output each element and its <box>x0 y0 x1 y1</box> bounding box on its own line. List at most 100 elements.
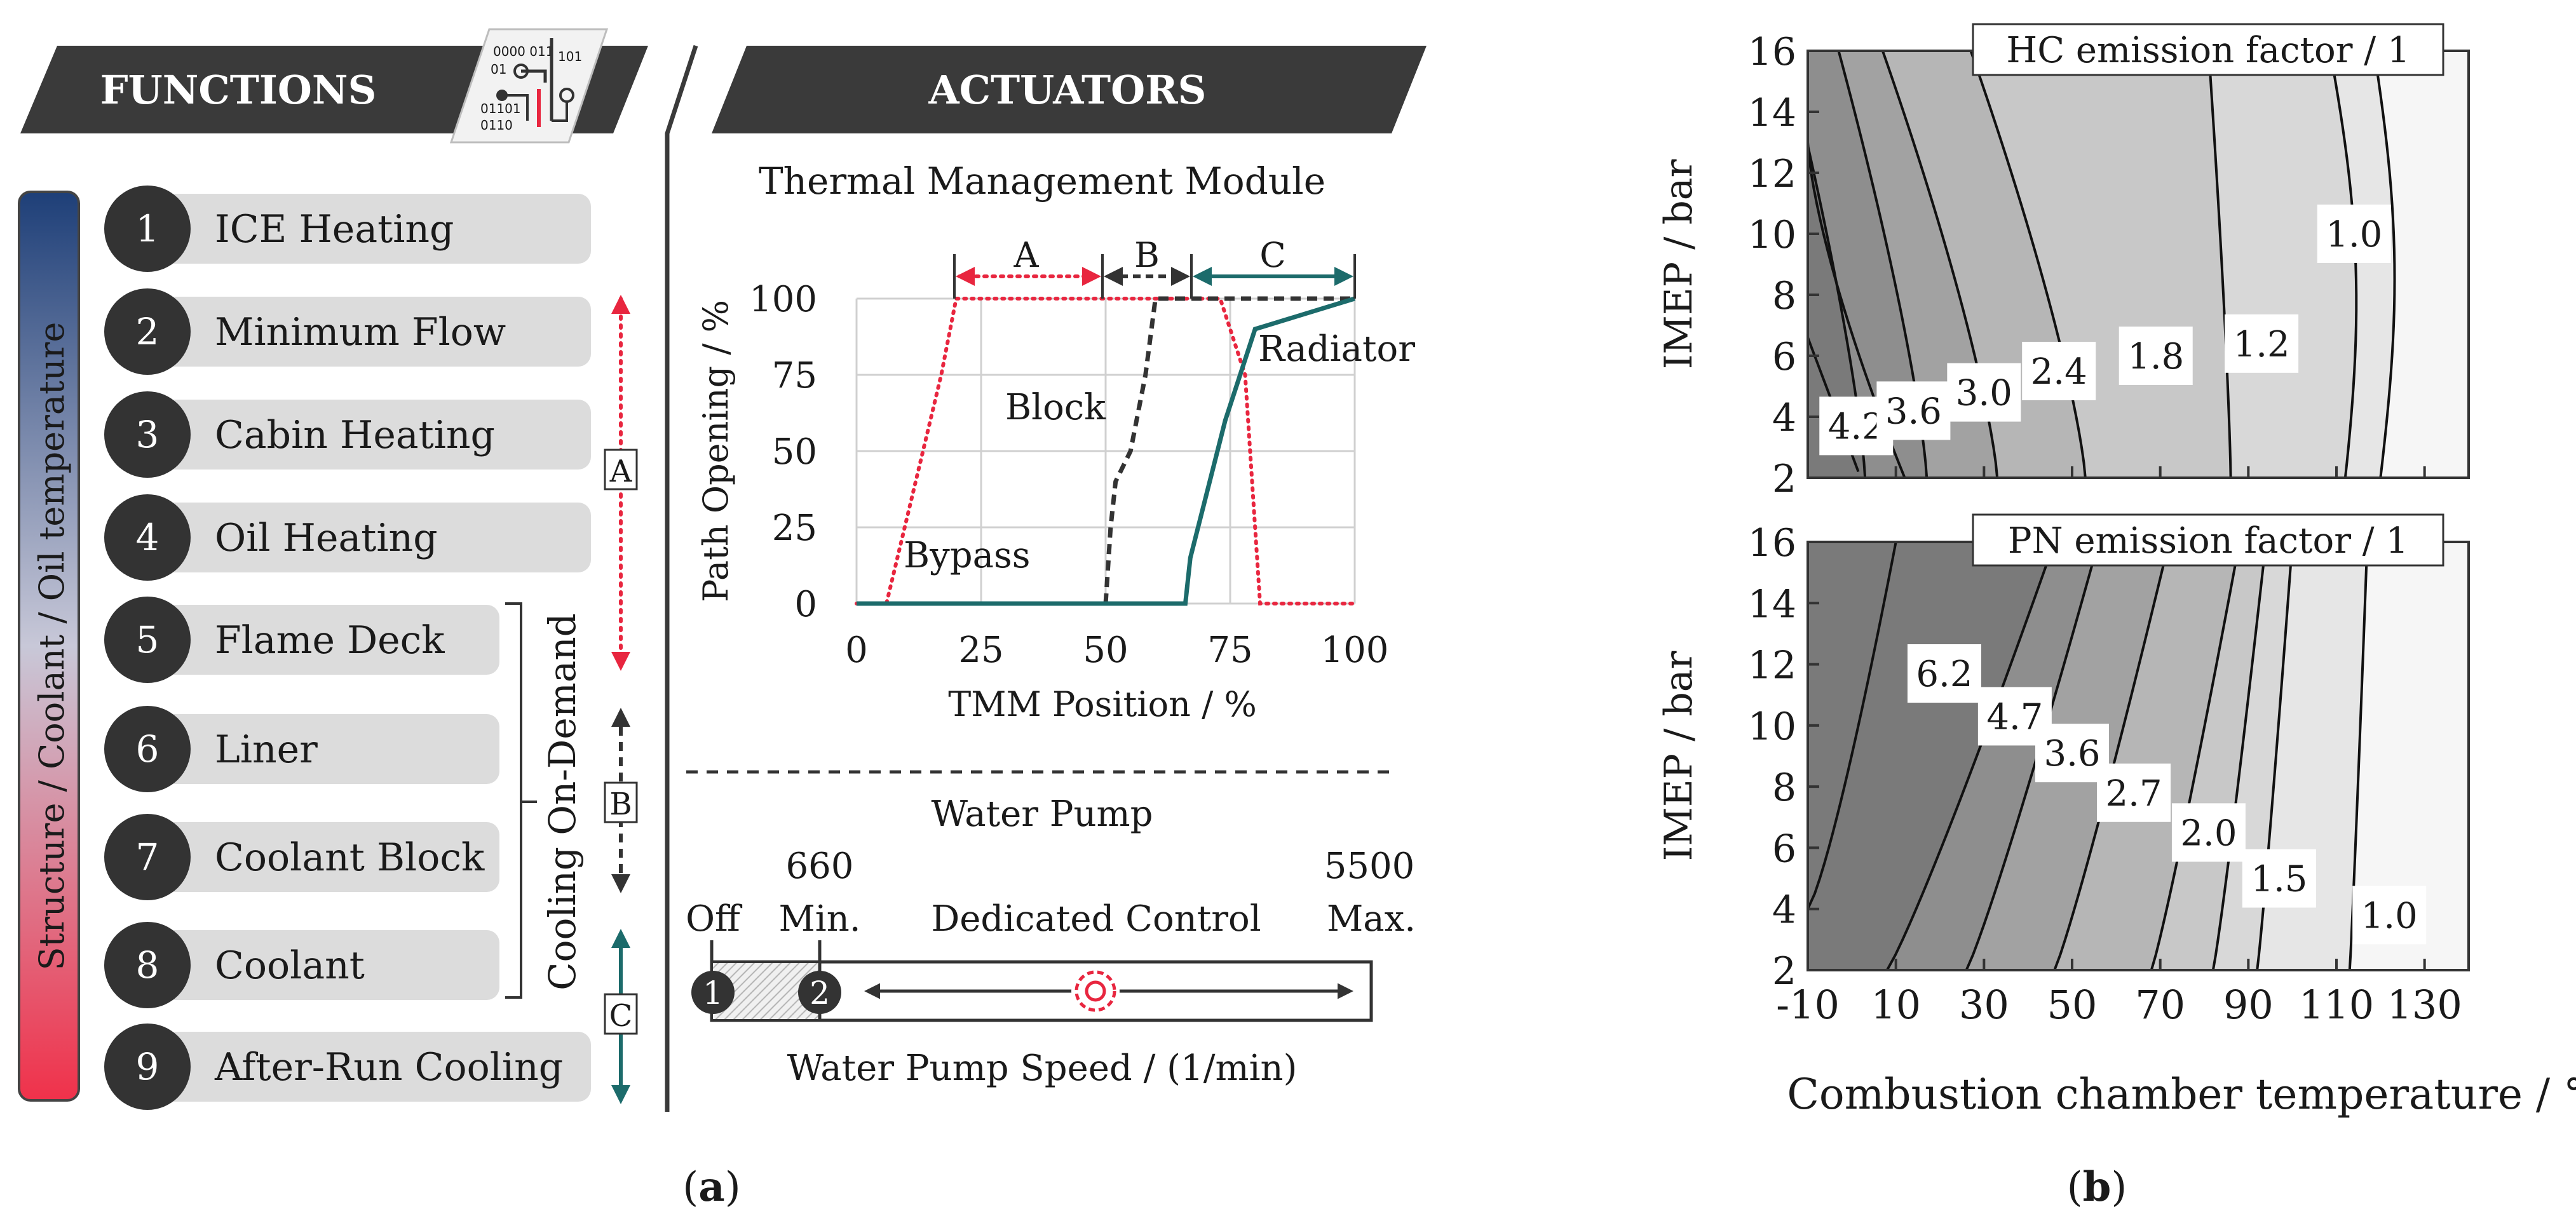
hc-contour-line <box>2207 51 2232 478</box>
hc-y-tick: 12 <box>1748 152 1796 196</box>
hc-y-tick: 6 <box>1772 335 1796 379</box>
hc-level-label-bg <box>2118 327 2193 385</box>
tmm-x-tick: 100 <box>1321 630 1389 671</box>
hc-contour-chart: 2 4 6 8 10 12 14 16 4.2 3.6 3.0 2.4 1.8 1.2 1.0 HC em… <box>1657 23 2470 501</box>
pn-level-label: 2.0 <box>2180 813 2237 854</box>
circuit-text-5: 0110 <box>480 118 513 133</box>
pump-min-label: Min. <box>778 898 860 940</box>
pn-y-axis-label: IMEP / bar <box>1657 651 1701 861</box>
function-item: 9 After-Run Cooling <box>104 1024 591 1110</box>
hc-level-label: 1.0 <box>2326 214 2382 255</box>
range-label-b: B <box>609 787 632 822</box>
function-number: 4 <box>136 516 159 559</box>
functions-header-label: FUNCTIONS <box>100 67 377 113</box>
pump-marker-1: 1 <box>703 975 723 1011</box>
tmm-x-tick: 0 <box>845 630 868 671</box>
x-tick-label: 30 <box>1959 982 2009 1028</box>
pn-level-label: 1.5 <box>2251 859 2307 900</box>
tmm-x-axis-label: TMM Position / % <box>948 684 1257 724</box>
function-number: 3 <box>136 413 159 456</box>
function-label: Coolant Block <box>215 835 485 880</box>
function-label: Liner <box>215 727 318 772</box>
tmm-range-label-c: C <box>1259 235 1285 275</box>
pn-contour-line <box>1808 542 1897 910</box>
shared-x-axis-label: Combustion chamber temperature / °C <box>1787 1070 2576 1119</box>
pump-max-label: Max. <box>1327 898 1416 940</box>
function-item: 6 Liner <box>104 706 499 792</box>
pn-level-label: 4.7 <box>1986 696 2043 738</box>
function-item: 2 Minimum Flow <box>104 288 591 375</box>
tmm-series-bypass <box>855 297 1357 605</box>
function-item: 8 Coolant <box>104 922 499 1008</box>
x-tick-label: 50 <box>2047 982 2098 1028</box>
circuit-text-2: 01 <box>491 62 506 77</box>
tmm-range-label-a: A <box>1013 235 1040 275</box>
pn-y-ticks: 2 4 6 8 10 12 14 16 <box>1748 521 1819 994</box>
pn-title: PN emission factor / 1 <box>2008 520 2408 562</box>
hc-level-label: 4.2 <box>1828 406 1885 447</box>
x-tick-label: 10 <box>1871 982 1921 1028</box>
panel-a-caption: (a) <box>682 1163 740 1211</box>
tmm-range-label-b: B <box>1134 235 1160 275</box>
functions-list: 1 ICE Heating 2 Minimum Flow 3 Cabin Hea… <box>104 186 591 1110</box>
panel-b-caption: (b) <box>2067 1163 2127 1211</box>
hc-level-label: 1.8 <box>2127 336 2184 377</box>
water-pump: Water Pump 660 5500 Off Min. Dedicated C… <box>686 794 1416 1089</box>
circuit-text-1: 0000 011 <box>493 44 553 59</box>
function-item: 1 ICE Heating <box>104 186 591 272</box>
hc-level-label-bg <box>1876 381 1951 440</box>
pn-level-label: 6.2 <box>1916 654 1972 695</box>
pn-y-tick: 12 <box>1748 644 1796 688</box>
function-label: Coolant <box>215 943 365 988</box>
hc-level-label-bg <box>2022 342 2096 400</box>
hc-level-label: 1.2 <box>2234 324 2290 365</box>
panel-a: FUNCTIONS 0000 011 01 101 01101 0110 ACT… <box>18 28 1427 1211</box>
function-item: 7 Coolant Block <box>104 814 499 900</box>
x-tick-label: 130 <box>2387 982 2462 1028</box>
hc-contour-line <box>1969 51 2087 478</box>
tmm-ticks: 0 25 50 75 100 0 25 50 75 100 <box>749 279 1388 671</box>
hc-title: HC emission factor / 1 <box>2006 30 2410 71</box>
function-number: 6 <box>136 727 159 771</box>
pn-level-label-bg <box>2242 849 2316 908</box>
function-number: 8 <box>136 943 159 987</box>
function-label: After-Run Cooling <box>214 1045 563 1090</box>
hc-level-label: 2.4 <box>2031 351 2087 393</box>
pump-control-label: Dedicated Control <box>931 898 1261 940</box>
pn-level-label: 1.0 <box>2361 895 2418 936</box>
pn-y-tick: 8 <box>1772 766 1796 810</box>
range-label-c: C <box>609 998 633 1034</box>
series-label-radiator: Radiator <box>1258 328 1415 370</box>
pn-y-tick: 4 <box>1772 888 1796 933</box>
function-label: Cabin Heating <box>215 413 495 457</box>
hc-level-label-bg <box>2317 205 2391 263</box>
pn-y-tick: 2 <box>1772 949 1796 994</box>
pn-level-label-bg <box>2171 803 2246 862</box>
panel-divider <box>665 44 698 1112</box>
pn-y-tick: 10 <box>1748 705 1796 749</box>
tmm-y-tick: 50 <box>772 431 817 473</box>
hc-y-tick: 8 <box>1772 274 1796 318</box>
gear-icon <box>1074 970 1116 1012</box>
tmm-y-tick: 100 <box>749 279 817 320</box>
tmm-title: Thermal Management Module <box>759 159 1325 203</box>
function-number: 9 <box>136 1045 159 1088</box>
hc-y-tick: 16 <box>1748 30 1796 74</box>
tmm-series <box>855 296 1357 606</box>
tmm-series-radiator <box>857 296 1356 606</box>
tmm-x-tick: 25 <box>958 630 1003 671</box>
hc-level-label: 3.6 <box>1885 391 1942 432</box>
hc-y-tick: 14 <box>1748 91 1796 135</box>
actuators-header: ACTUATORS <box>712 46 1427 133</box>
series-label-bypass: Bypass <box>904 535 1031 576</box>
circuit-icon: 0000 011 01 101 01101 0110 <box>449 28 609 144</box>
gradient-label: Structure / Coolant / Oil temperature <box>32 322 72 971</box>
pn-band <box>1808 542 2055 970</box>
x-tick-label: 90 <box>2223 982 2274 1028</box>
pump-axis-label: Water Pump Speed / (1/min) <box>787 1048 1298 1089</box>
panel-a-letter: a <box>698 1163 724 1211</box>
hc-y-ticks: 2 4 6 8 10 12 14 16 <box>1748 30 1819 501</box>
function-number: 1 <box>136 207 159 250</box>
